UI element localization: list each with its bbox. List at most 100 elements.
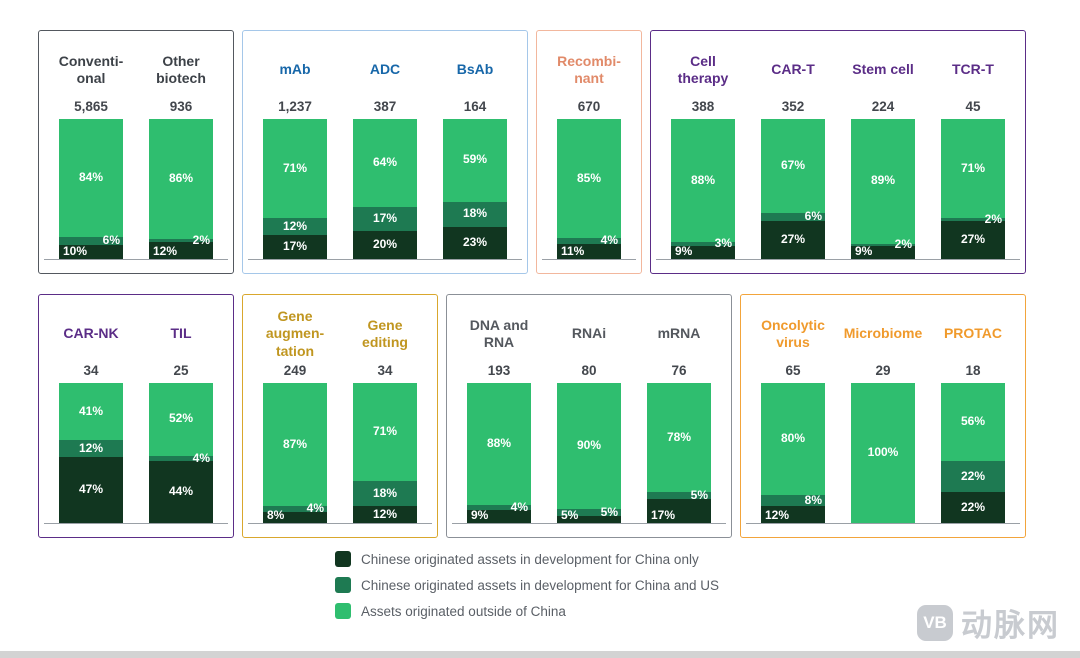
group-bars: 670 85% 4% 11% — [537, 99, 641, 259]
segment-china_and_us — [647, 492, 711, 500]
segment-label-outside-china: 85% — [576, 170, 602, 185]
group-headers: Conventi- onal Other biotech — [39, 41, 233, 99]
segment-outside_china — [761, 119, 825, 213]
bar-column: 193 88% 4% 9% — [454, 363, 544, 523]
segment-china_only — [149, 461, 213, 523]
stacked-bar: 59% 18% 23% — [443, 119, 507, 259]
category-label: PROTAC — [943, 325, 1003, 342]
bar-column: 76 78% 5% 17% — [634, 363, 724, 523]
group-headers: Oncolytic virus Microbiome PROTAC — [741, 305, 1025, 363]
legend-swatch-china_only — [335, 551, 351, 567]
stacked-bar: 71% 18% 12% — [353, 383, 417, 523]
group-box-car-nk-til: CAR-NK TIL 34 41% 12% 47% 25 52% 4% 44% — [38, 294, 234, 538]
bar-total: 5,865 — [74, 99, 108, 114]
segment-china_only — [59, 244, 123, 259]
segment-china_only — [353, 506, 417, 523]
group-bars: 1,237 71% 12% 17% 387 64% 17% 20% 164 59% 18% 23% — [243, 99, 527, 259]
stacked-bar: 86% 2% 12% — [149, 119, 213, 259]
legend-item: Assets originated outside of China — [335, 603, 719, 619]
segment-label-china-only: 17% — [282, 239, 308, 254]
segment-label-china-and-us: 5% — [690, 487, 708, 502]
segment-outside_china — [149, 383, 213, 456]
bar-column: 1,237 71% 12% 17% — [250, 99, 340, 259]
stacked-bar: 78% 5% 17% — [647, 383, 711, 523]
segment-china_only — [557, 243, 621, 259]
segment-china_only — [467, 510, 531, 523]
axis-baseline — [248, 523, 432, 524]
group-box-gene-therapy: Gene augmen- tation Gene editing 249 87% 4% 8… — [242, 294, 438, 538]
segment-outside_china — [467, 383, 531, 505]
stacked-bar: 85% 4% 11% — [557, 119, 621, 259]
category-label: Cell therapy — [677, 52, 729, 86]
category-label: Stem cell — [852, 61, 914, 78]
segment-china_and_us — [557, 509, 621, 516]
segment-label-outside-china: 71% — [282, 160, 308, 175]
segment-label-china-and-us: 18% — [462, 206, 488, 221]
segment-label-outside-china: 67% — [780, 157, 806, 172]
stacked-bar: 52% 4% 44% — [149, 383, 213, 523]
segment-label-china-and-us: 6% — [804, 209, 822, 223]
segment-label-outside-china: 100% — [867, 445, 899, 459]
segment-label-china-and-us: 2% — [984, 211, 1002, 226]
chart-row-top: Conventi- onal Other biotech 5,865 84% 6% 10%… — [38, 30, 1026, 274]
group-bars: 5,865 84% 6% 10% 936 86% 2% 12% — [39, 99, 233, 259]
segment-china_and_us — [149, 239, 213, 243]
axis-baseline — [248, 259, 522, 260]
bar-column: 45 71% 2% 27% — [928, 99, 1018, 259]
segment-outside_china — [671, 119, 735, 243]
category-label: mRNA — [657, 325, 701, 342]
segment-label-outside-china: 59% — [462, 152, 488, 167]
segment-label-china-only: 8% — [267, 508, 285, 522]
bar-column: 249 87% 4% 8% — [250, 363, 340, 523]
stacked-bar: 87% 4% 8% — [263, 383, 327, 523]
segment-label-outside-china: 88% — [690, 172, 716, 187]
stacked-bar: 88% 4% 9% — [467, 383, 531, 523]
segment-china_and_us — [443, 201, 507, 227]
segment-label-china-only: 9% — [675, 244, 693, 258]
stacked-bar: 56% 22% 22% — [941, 383, 1005, 523]
segment-china_and_us — [59, 236, 123, 245]
axis-baseline — [44, 523, 228, 524]
segment-outside_china — [647, 383, 711, 493]
category-label: Recombi- nant — [557, 52, 621, 86]
group-headers: Recombi- nant — [537, 41, 641, 99]
axis-baseline — [452, 523, 726, 524]
segment-label-china-only: 20% — [372, 237, 398, 251]
segment-label-outside-china: 87% — [282, 436, 308, 451]
segment-label-outside-china: 89% — [870, 173, 896, 188]
segment-label-outside-china: 41% — [78, 403, 104, 418]
category-label: Conventi- onal — [58, 52, 124, 86]
segment-china_only — [941, 492, 1005, 523]
segment-outside_china — [59, 383, 123, 441]
axis-baseline — [542, 259, 636, 260]
segment-china_and_us — [557, 238, 621, 244]
segment-label-china-and-us: 2% — [894, 237, 912, 251]
bar-total: 34 — [377, 363, 393, 378]
segment-china_and_us — [59, 440, 123, 458]
axis-baseline — [44, 259, 228, 260]
legend: Chinese originated assets in development… — [335, 551, 719, 619]
segment-china_only — [761, 506, 825, 523]
stacked-bar: 67% 6% 27% — [761, 119, 825, 259]
segment-outside_china — [353, 119, 417, 208]
segment-label-china-only: 22% — [960, 499, 986, 514]
bar-column: 936 86% 2% 12% — [136, 99, 226, 259]
segment-label-china-only: 12% — [765, 508, 790, 522]
bar-total: 80 — [581, 363, 597, 378]
segment-outside_china — [353, 383, 417, 481]
segment-china_and_us — [851, 243, 915, 247]
segment-outside_china — [851, 383, 915, 523]
segment-china_and_us — [353, 481, 417, 507]
legend-label: Assets originated outside of China — [361, 603, 566, 619]
group-box-cell-therapy: Cell therapy CAR-T Stem cell TCR-T 388 88% 3% 9… — [650, 30, 1026, 274]
segment-china_and_us — [467, 504, 531, 511]
bar-total: 224 — [871, 99, 895, 114]
segment-label-outside-china: 90% — [576, 438, 602, 452]
segment-label-china-and-us: 4% — [510, 499, 528, 514]
chart-row-bottom: CAR-NK TIL 34 41% 12% 47% 25 52% 4% 44% Gene augme… — [38, 294, 1026, 538]
segment-outside_china — [59, 119, 123, 237]
segment-outside_china — [263, 119, 327, 219]
legend-item: Chinese originated assets in development… — [335, 551, 719, 567]
segment-label-china-and-us: 18% — [372, 485, 398, 500]
group-bars: 34 41% 12% 47% 25 52% 4% 44% — [39, 363, 233, 523]
